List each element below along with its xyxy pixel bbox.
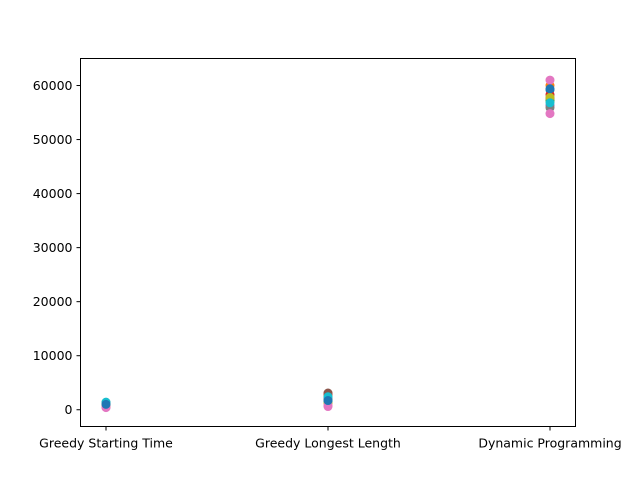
x-axis: Greedy Starting Time Greedy Longest Lengt…: [39, 426, 622, 451]
data-point: [101, 399, 111, 409]
data-point: [545, 84, 555, 94]
y-axis: 0 10000 20000 30000 40000 50000 60000: [33, 78, 81, 417]
x-tick-label: Greedy Longest Length: [255, 436, 401, 451]
y-tick-label: 50000: [33, 132, 73, 147]
axes-frame: [80, 58, 576, 427]
x-tick-label: Greedy Starting Time: [39, 436, 173, 451]
y-tick-label: 20000: [33, 294, 73, 309]
data-point: [545, 75, 555, 85]
y-tick-label: 0: [65, 402, 73, 417]
y-tick-label: 40000: [33, 186, 73, 201]
x-tick-label: Dynamic Programming: [478, 436, 621, 451]
data-point: [545, 109, 555, 119]
data-point: [323, 396, 333, 406]
data-point: [545, 98, 555, 108]
y-tick-label: 30000: [33, 240, 73, 255]
data-points: [101, 75, 555, 413]
y-tick-label: 60000: [33, 78, 73, 93]
y-tick-label: 10000: [33, 348, 73, 363]
